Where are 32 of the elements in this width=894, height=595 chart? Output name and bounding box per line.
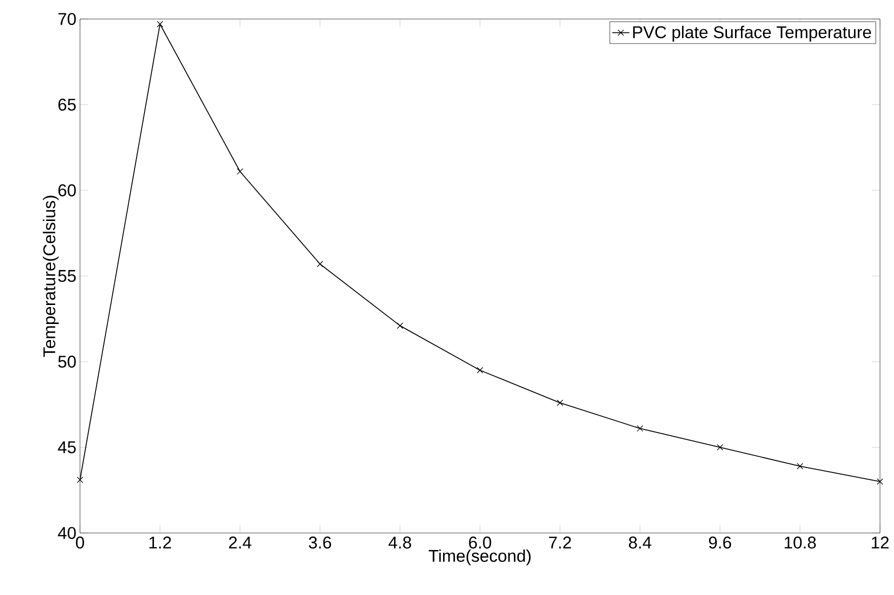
point <box>476 367 484 374</box>
point <box>636 425 644 432</box>
point <box>796 463 804 470</box>
x-tick-label: 4.8 <box>388 536 412 549</box>
y-axis-title: Temperature(Celsius) <box>42 196 59 357</box>
x-tick-label: 2.4 <box>229 536 252 548</box>
point <box>716 444 724 451</box>
x-axis-title: Time(second) <box>428 549 531 566</box>
x-tick-label: 12 <box>872 536 889 548</box>
y-tick-label: 70 <box>58 12 76 26</box>
y-tick-label: 40 <box>58 526 76 540</box>
x-tick-label: 1.2 <box>149 536 171 548</box>
x-tick-label: 7.2 <box>549 536 571 548</box>
point <box>76 476 84 484</box>
y-tick-label: 45 <box>58 441 76 454</box>
point <box>876 478 884 485</box>
x-tick-label: 10.8 <box>784 536 816 549</box>
x-tick-label: 0 <box>76 536 84 549</box>
x-tick-label: 8.4 <box>628 536 652 549</box>
point <box>236 168 244 175</box>
point <box>316 260 324 268</box>
point <box>396 322 404 329</box>
x-tick-label: 3.6 <box>308 536 332 549</box>
y-tick-label: 55 <box>58 270 76 282</box>
point <box>156 20 164 28</box>
point <box>556 400 564 406</box>
y-tick-label: 50 <box>58 356 76 368</box>
y-tick-label: 60 <box>58 184 76 196</box>
x-tick-label: 6.0 <box>469 536 492 549</box>
legend-label: PVC plate Surface Temperature <box>633 26 872 42</box>
x-tick-label: 9.6 <box>708 536 732 549</box>
y-tick-label: 65 <box>58 98 76 111</box>
